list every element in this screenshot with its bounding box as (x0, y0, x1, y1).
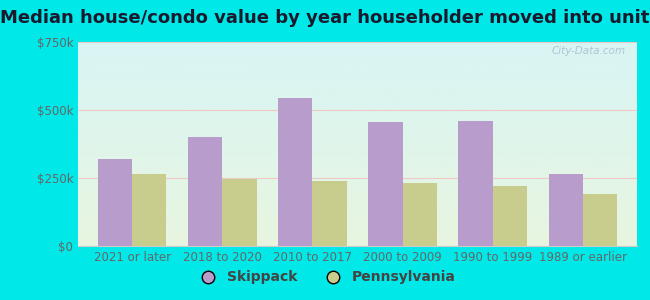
Text: City-Data.com: City-Data.com (552, 46, 626, 56)
Bar (493, 186, 527, 246)
Bar (98, 159, 132, 246)
Bar (188, 137, 222, 246)
Bar (583, 194, 617, 246)
Bar (313, 181, 346, 246)
Bar (549, 174, 583, 246)
Bar (369, 122, 402, 246)
Bar (402, 183, 437, 246)
Bar (132, 174, 166, 246)
Bar (458, 121, 493, 246)
Text: Median house/condo value by year householder moved into unit: Median house/condo value by year househo… (0, 9, 650, 27)
Bar (278, 98, 313, 246)
Bar (222, 179, 257, 246)
Legend: Skippack, Pennsylvania: Skippack, Pennsylvania (188, 265, 462, 290)
